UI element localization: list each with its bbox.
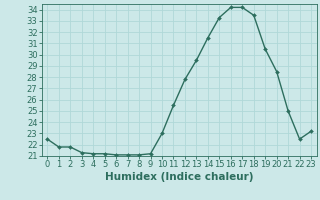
- X-axis label: Humidex (Indice chaleur): Humidex (Indice chaleur): [105, 172, 253, 182]
